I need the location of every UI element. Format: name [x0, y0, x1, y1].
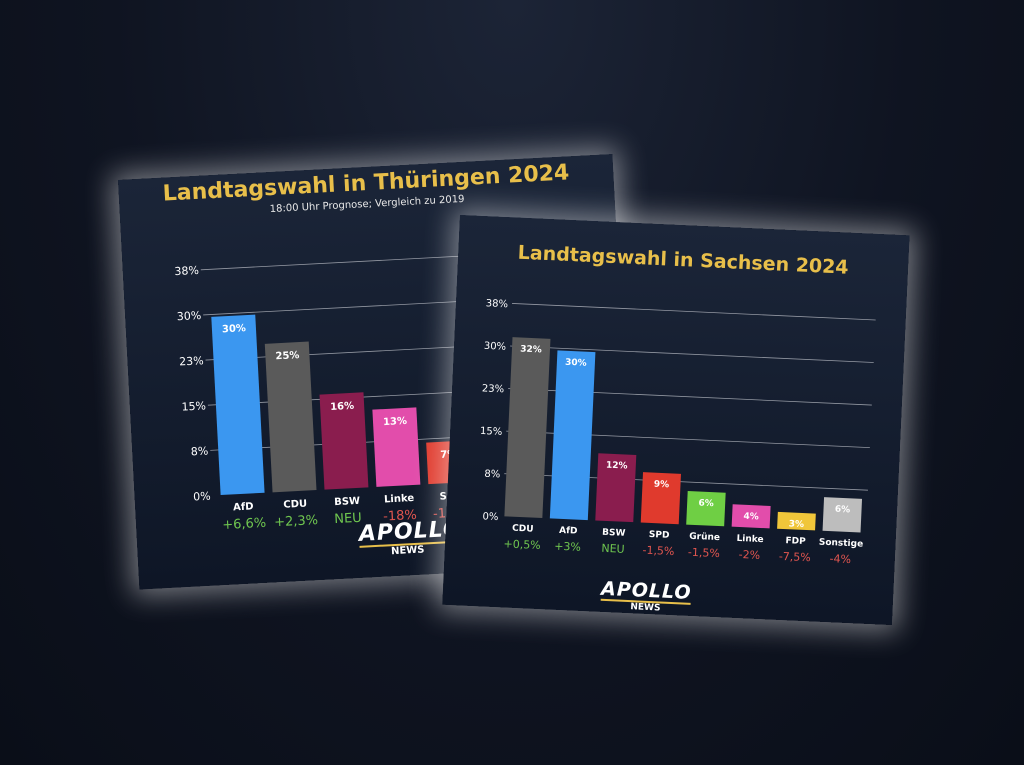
- logo-wordmark: APOLLO: [600, 577, 693, 604]
- category-label: Linke: [736, 534, 764, 545]
- change-label: -7,5%: [779, 550, 811, 564]
- category-label: SPD: [649, 530, 670, 541]
- bar: [211, 314, 265, 496]
- change-label: -18%: [383, 508, 417, 525]
- bar: [319, 392, 369, 490]
- change-label: -4%: [829, 552, 851, 566]
- bar: [264, 341, 317, 493]
- category-label: Linke: [384, 493, 415, 506]
- apollo-news-logo: APOLLO NEWS: [358, 516, 464, 559]
- bar-value-label: 30%: [222, 323, 246, 335]
- bar-value-label: 16%: [330, 401, 354, 413]
- bar-value-label: 4%: [743, 512, 759, 523]
- bar: [777, 511, 816, 531]
- bar: [640, 472, 681, 525]
- y-tick-label: 30%: [484, 341, 507, 353]
- bar-value-label: 32%: [520, 345, 542, 356]
- logo-wordmark: APOLLO: [358, 516, 464, 547]
- y-tick-label: 15%: [480, 426, 503, 438]
- bar-value-label: 12%: [606, 461, 628, 472]
- category-label: AfD: [559, 526, 578, 537]
- gridline: [510, 345, 874, 363]
- y-tick-label: 30%: [176, 309, 201, 323]
- change-label: +0,5%: [503, 537, 541, 552]
- change-label: +2,3%: [274, 513, 319, 530]
- category-label: BSW: [602, 528, 626, 539]
- y-tick-label: 0%: [482, 511, 498, 523]
- bar-value-label: 9%: [654, 480, 670, 491]
- y-tick-label: 38%: [486, 298, 509, 310]
- bar-value-label: 30%: [565, 358, 587, 369]
- change-label: NEU: [334, 511, 362, 527]
- y-tick-label: 23%: [482, 383, 505, 395]
- bar: [549, 350, 596, 521]
- bar-value-label: 13%: [383, 416, 407, 428]
- bar: [822, 497, 863, 533]
- category-label: FDP: [785, 536, 806, 547]
- change-label: NEU: [601, 542, 625, 556]
- sachsen-chart-card: Landtagswahl in Sachsen 2024 0% 8% 15% 23% 3…: [442, 215, 910, 626]
- gridline: [512, 303, 876, 321]
- category-label: BSW: [334, 496, 360, 508]
- bar-value-label: 25%: [275, 350, 299, 362]
- y-tick-label: 23%: [179, 354, 204, 368]
- change-label: +3%: [554, 540, 581, 554]
- bar-value-label: 3%: [788, 519, 804, 530]
- y-tick-label: 0%: [193, 490, 211, 504]
- change-label: -2%: [738, 548, 760, 562]
- bar-value-label: 6%: [698, 498, 714, 509]
- y-tick-label: 8%: [191, 444, 209, 458]
- y-tick-label: 8%: [484, 469, 500, 481]
- change-label: -1,5%: [642, 544, 674, 558]
- category-label: AfD: [233, 501, 254, 513]
- bar: [372, 407, 421, 487]
- change-label: -1,5%: [688, 546, 720, 560]
- change-label: +6,6%: [222, 516, 267, 533]
- category-label: CDU: [512, 524, 534, 535]
- apollo-news-logo: APOLLO NEWS: [600, 577, 693, 615]
- y-tick-label: 15%: [181, 399, 206, 413]
- bar: [504, 337, 551, 519]
- y-tick-label: 38%: [174, 264, 199, 278]
- bar-value-label: 6%: [835, 505, 851, 516]
- sachsen-bar-chart: 0% 8% 15% 23% 30% 38% 32% CDU +0,5% 30% AfD +3% 12% B…: [480, 298, 876, 566]
- bar: [595, 453, 637, 523]
- category-label: Grüne: [689, 532, 720, 543]
- category-label: Sonstige: [819, 538, 864, 550]
- category-label: CDU: [283, 499, 307, 511]
- bar: [686, 490, 726, 527]
- bar: [731, 504, 771, 529]
